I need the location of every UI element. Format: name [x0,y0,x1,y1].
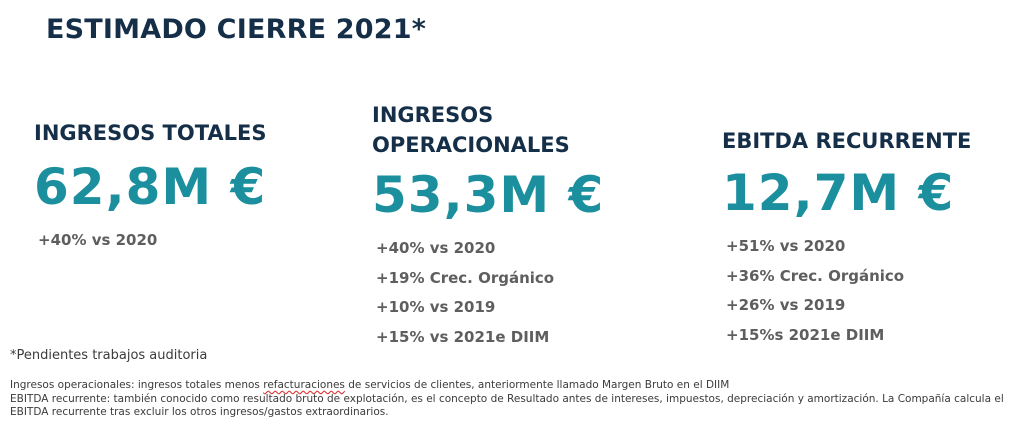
kpi-value: 62,8M € [34,158,267,216]
footnote-text: de servicios de clientes, anteriormente … [344,379,730,391]
kpi-ebitda-recurrente: EBITDA RECURRENTE 12,7M € +51% vs 2020 +… [722,126,971,350]
kpi-details: +40% vs 2020 [34,226,267,256]
kpi-detail-item: +26% vs 2019 [726,296,846,314]
kpi-details: +51% vs 2020 +36% Crec. Orgánico +26% vs… [722,232,971,350]
audit-note: *Pendientes trabajos auditoria [10,348,208,363]
kpi-detail-item: +15% vs 2021e DIIM [376,327,550,346]
kpi-detail-item: +40% vs 2020 [38,231,158,249]
kpi-heading: INGRESOS OPERACIONALES [372,103,570,157]
footnote-ingresos-operacionales: Ingresos operacionales: ingresos totales… [10,379,1010,393]
kpi-heading: INGRESOS TOTALES [34,121,267,145]
footnotes: Ingresos operacionales: ingresos totales… [10,379,1010,420]
kpi-detail-item: +15%s 2021e DIIM [726,325,885,344]
kpi-heading: EBITDA RECURRENTE [722,129,972,153]
kpi-ingresos-operacionales: INGRESOS OPERACIONALES 53,3M € +40% vs 2… [372,100,612,352]
kpi-detail-item: +36% Crec. Orgánico [726,266,905,285]
kpi-detail-item: +19% Crec. Orgánico [376,268,555,287]
kpi-value: 53,3M € [372,166,605,224]
kpi-detail-item: +51% vs 2020 [726,237,846,255]
page-title: ESTIMADO CIERRE 2021* [46,14,427,45]
kpi-ingresos-totales: INGRESOS TOTALES 62,8M € +40% vs 2020 [34,118,267,256]
kpi-details: +40% vs 2020 +19% Crec. Orgánico +10% vs… [372,234,612,352]
footnote-ebitda: EBITDA recurrente: también conocido como… [10,392,1004,419]
footnote-text: Ingresos operacionales: ingresos totales… [10,379,264,391]
spellcheck-word: refacturaciones [263,379,345,391]
kpi-detail-item: +40% vs 2020 [376,239,496,257]
kpi-detail-item: +10% vs 2019 [376,298,496,316]
kpi-value: 12,7M € [722,164,955,222]
